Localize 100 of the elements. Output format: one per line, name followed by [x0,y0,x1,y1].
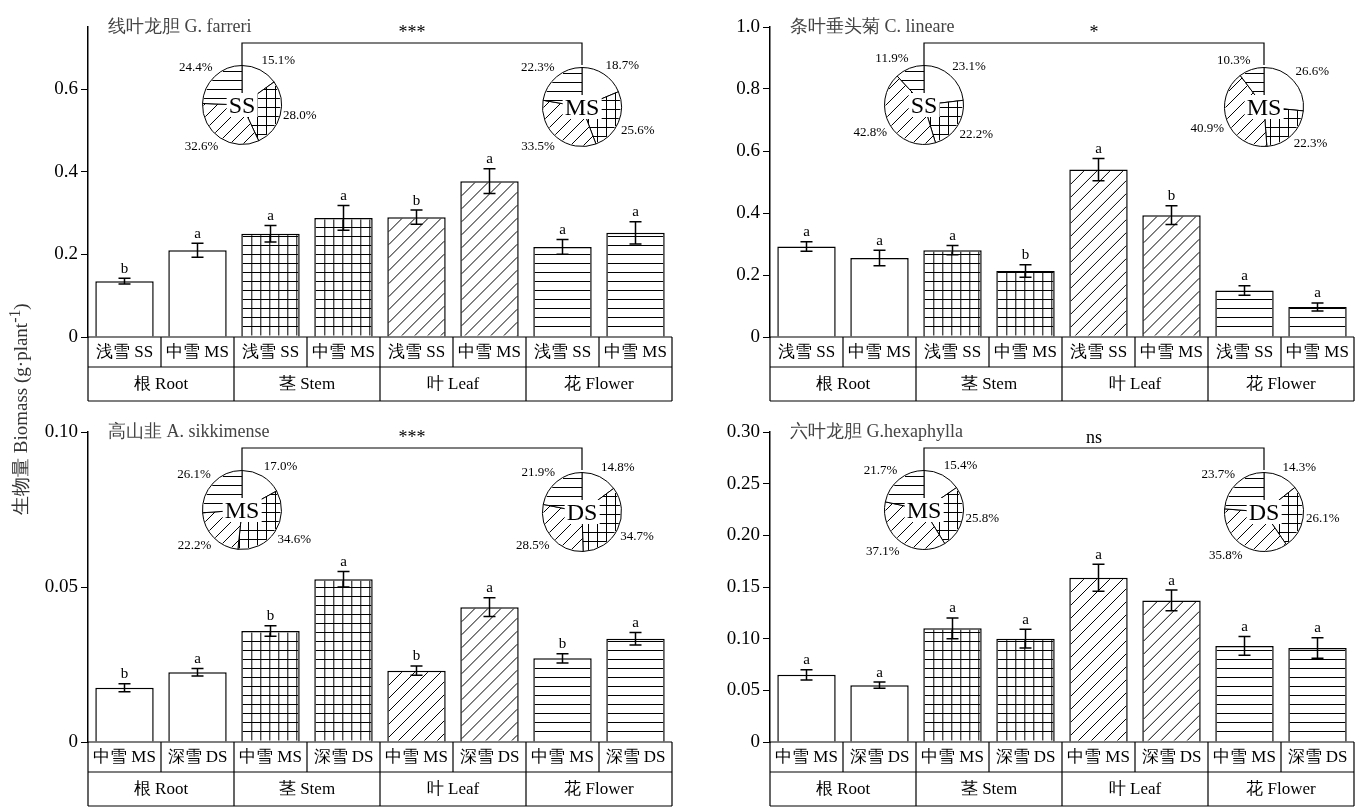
text: 根 Root [133,779,189,799]
text: 花 Flower [1246,779,1317,799]
x-tick-label: 中雪 MS [848,342,911,362]
text: 茎 Stem [278,374,336,394]
data-label: a [1241,267,1249,284]
x-tick-label: 中雪 MS [531,747,594,767]
y-tick-label: 0 [750,729,760,751]
chart-title: 高山韭 A. sikkimense [108,420,270,441]
data-label: 35.8% [1209,546,1243,562]
x-tick-label: 浅雪 SS [777,342,836,362]
data-label: a [632,203,640,220]
data-label: 15.4% [943,457,978,473]
y-tick-label: 0.10 [44,419,78,441]
x-tick-label: 中雪 MS [166,342,229,362]
data-label: b [558,635,567,652]
x-tick-label: 深雪 DS [1287,747,1348,767]
annotation: ns [1085,426,1103,447]
data-label: 24.4% [178,59,213,75]
text: 花 Flower [564,374,635,394]
x-tick-label: 中雪 MS [921,747,984,767]
x-tick-label: 浅雪 SS [1215,342,1274,362]
x-tick-label: 深雪 DS [167,747,228,767]
data-label: a [486,579,494,596]
data-label: 42.8% [853,124,888,140]
data-label: 34.7% [620,528,654,544]
y-tick-label: 0.4 [54,159,79,181]
data-label: a [1168,571,1176,588]
data-label: b [266,607,275,624]
data-label: 17.0% [263,458,298,474]
data-label: a [1241,618,1249,635]
x-tick-label: 中雪 MS [994,342,1057,362]
data-label: a [1095,139,1103,156]
data-label: 26.6% [1295,63,1330,79]
x-tick-label: 中雪 MS [775,747,838,767]
text: 茎 Stem [278,779,336,799]
data-label: 14.3% [1282,458,1317,474]
x-tick-label: 深雪 DS [459,747,520,767]
x-tick-label: 中雪 MS [458,342,521,362]
data-label: 10.3% [1216,51,1251,67]
data-label: a [267,206,275,223]
y-tick-label: 0.30 [726,419,760,441]
text: 花 Flower [1246,374,1317,394]
text: MS [222,497,262,523]
y-tick-label: 0.10 [726,626,760,648]
data-label: 25.6% [621,121,655,137]
data-label: b [120,665,129,682]
data-label: a [632,614,640,631]
y-tick-label: 0 [68,729,78,751]
data-label: 34.6% [277,531,312,547]
x-tick-label: 中雪 MS [312,342,375,362]
text: 根 Root [815,374,871,394]
text: 叶 Leaf [1108,374,1162,394]
data-label: 21.7% [863,461,898,477]
x-tick-label: 浅雪 SS [95,342,154,362]
text: 茎 Stem [960,374,1018,394]
text: 花 Flower [564,779,635,799]
text: DS [564,499,600,525]
data-label: 25.8% [965,510,1000,526]
annotation: *** [398,21,426,42]
x-tick-label: 浅雪 SS [241,342,300,362]
y-tick-label: 0.25 [726,471,760,493]
data-label: 15.1% [261,52,296,68]
data-label: 40.9% [1190,119,1225,135]
data-label: 33.5% [521,137,556,153]
data-label: b [412,191,421,208]
x-tick-label: 中雪 MS [1067,747,1130,767]
y-tick-label: 0.4 [736,200,761,222]
data-label: a [194,224,202,241]
y-tick-label: 0 [68,324,78,346]
data-label: b [1021,246,1030,263]
data-label: a [876,663,884,680]
annotation: * [1089,21,1099,42]
data-label: 21.9% [521,464,556,480]
data-label: 23.1% [952,58,986,74]
annotation: *** [398,426,426,447]
x-tick-label: 深雪 DS [995,747,1056,767]
data-label: a [340,552,348,569]
x-tick-label: 中雪 MS [385,747,448,767]
data-label: 14.8% [601,458,635,474]
text: MS [562,94,602,120]
data-label: 32.6% [184,138,219,154]
data-label: a [559,220,567,237]
data-label: a [1022,610,1030,627]
x-tick-label: 深雪 DS [313,747,374,767]
x-tick-label: 浅雪 SS [1069,342,1128,362]
y-tick-label: 0.05 [726,678,760,700]
y-tick-label: 0.6 [54,76,78,98]
x-tick-label: 浅雪 SS [923,342,982,362]
y-tick-label: 0.6 [736,138,760,160]
data-label: a [1314,619,1322,636]
text: SS [226,92,258,118]
data-label: 22.2% [177,537,212,553]
data-label: b [120,259,129,276]
text: MS [904,497,944,523]
data-label: 18.7% [605,56,640,72]
y-tick-label: 0.2 [54,242,78,264]
text: 叶 Leaf [426,779,480,799]
x-tick-label: 中雪 MS [1286,342,1349,362]
y-tick-label: 0 [750,324,760,346]
text: SS [908,92,940,118]
